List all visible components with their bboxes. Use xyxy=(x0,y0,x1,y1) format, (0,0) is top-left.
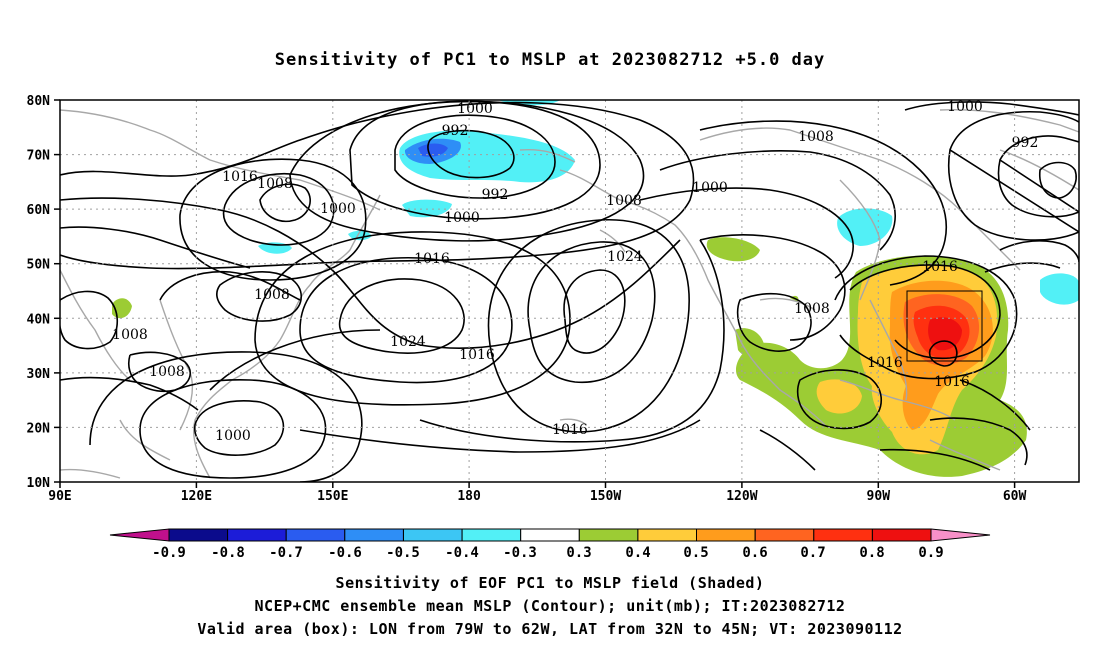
contour-label: 1008 xyxy=(257,176,293,192)
colorbar-label: -0.5 xyxy=(386,545,420,561)
contour-label: 1016 xyxy=(552,422,588,438)
contour-label: 1000 xyxy=(692,180,728,196)
colorbar-box xyxy=(227,528,287,542)
contour-label: 1000 xyxy=(444,210,480,226)
contour-label: 1024 xyxy=(390,334,426,350)
colorbar-label: 0.5 xyxy=(683,545,708,561)
contour-label: 1016 xyxy=(414,251,450,267)
colorbar-label: -0.4 xyxy=(445,545,479,561)
lat-tick-label: 40N xyxy=(27,312,51,327)
lon-tick-labels: 90E 120E 150E 180 150W 120W 90W 60W xyxy=(48,489,1026,504)
contour-label: 1016 xyxy=(934,374,970,390)
colorbar-box xyxy=(403,528,463,542)
colorbar-label: 0.9 xyxy=(918,545,943,561)
valid-area-box xyxy=(906,290,983,362)
colorbar-box xyxy=(168,528,229,542)
lat-tick-label: 20N xyxy=(27,421,51,436)
colorbar-label: -0.6 xyxy=(328,545,362,561)
grid-lines xyxy=(60,100,1079,482)
contour-label: 1008 xyxy=(798,129,834,145)
contour-label: 1008 xyxy=(149,364,185,380)
colorbar-label: -0.8 xyxy=(211,545,245,561)
colorbar-labels: -0.9 -0.8 -0.7 -0.6 -0.5 -0.4 -0.3 0.3 0… xyxy=(152,545,944,561)
lat-tick-label: 70N xyxy=(27,149,51,164)
contour-label: 1008 xyxy=(606,193,642,209)
caption-valid-area: Valid area (box): LON from 79W to 62W, L… xyxy=(197,620,903,638)
shade-positive-red-core xyxy=(928,317,962,351)
colorbar-label: 0.6 xyxy=(742,545,767,561)
colorbar-label: -0.7 xyxy=(269,545,303,561)
contour-label: 1016 xyxy=(222,169,258,185)
contour-label: 1000 xyxy=(947,99,983,115)
colorbar-box xyxy=(520,528,580,542)
lat-tick-label: 50N xyxy=(27,258,51,273)
lon-tick-label: 120E xyxy=(181,489,212,504)
figure-title: Sensitivity of PC1 to MSLP at 2023082712… xyxy=(274,50,826,70)
colorbar-box xyxy=(578,528,639,542)
shade-negative-canada xyxy=(837,208,893,246)
contour-label: 992 xyxy=(482,187,509,203)
colorbar-box xyxy=(696,528,756,542)
colorbar-label: 0.3 xyxy=(566,545,591,561)
colorbar-boxes xyxy=(168,528,932,542)
lon-tick-label: 150W xyxy=(590,489,621,504)
lon-tick-label: 120W xyxy=(726,489,757,504)
caption-contour: NCEP+CMC ensemble mean MSLP (Contour); u… xyxy=(254,597,846,615)
contour-label: 1008 xyxy=(794,301,830,317)
contour-label: 1024 xyxy=(607,249,643,265)
caption-shading: Sensitivity of EOF PC1 to MSLP field (Sh… xyxy=(335,574,765,592)
colorbar-label: 0.8 xyxy=(859,545,884,561)
contour-label: 1008 xyxy=(254,287,290,303)
colorbar-box xyxy=(637,528,698,542)
colorbar-label: 0.4 xyxy=(625,545,650,561)
colorbar-label: -0.3 xyxy=(503,545,537,561)
contour-label: 1000 xyxy=(215,428,251,444)
lon-tick-label: 60W xyxy=(1003,489,1027,504)
contour-label: 1000 xyxy=(457,101,493,117)
contour-label: 1008 xyxy=(112,327,148,343)
lat-tick-label: 30N xyxy=(27,367,51,382)
lat-tick-label: 80N xyxy=(27,94,51,109)
colorbar-box xyxy=(871,528,932,542)
colorbar-label: 0.7 xyxy=(800,545,825,561)
colorbar-high-end xyxy=(930,528,991,542)
shade-positive-orange2 xyxy=(816,379,862,414)
lon-tick-label: 180 xyxy=(457,489,481,504)
tick-marks xyxy=(54,99,1016,488)
lon-tick-label: 90E xyxy=(48,489,71,504)
colorbar-low-end xyxy=(109,528,170,542)
lat-tick-labels: 80N 70N 60N 50N 40N 30N 20N 10N xyxy=(27,94,51,491)
map-frame xyxy=(59,99,1080,483)
colorbar-label: -0.9 xyxy=(152,545,186,561)
lon-tick-label: 90W xyxy=(867,489,891,504)
contour-label: 1016 xyxy=(867,355,903,371)
colorbar-box xyxy=(461,528,522,542)
colorbar-box xyxy=(285,528,346,542)
contour-label: 1016 xyxy=(922,259,958,275)
contour-labels: 1000 992 1008 1016 1000 1008 1000 992 10… xyxy=(112,99,1038,444)
colorbar: -0.9 -0.8 -0.7 -0.6 -0.5 -0.4 -0.3 0.3 0… xyxy=(109,528,991,561)
lat-tick-label: 60N xyxy=(27,203,51,218)
colorbar-box xyxy=(813,528,873,542)
coastlines xyxy=(60,108,1079,479)
colorbar-box xyxy=(344,528,404,542)
mslp-contours xyxy=(60,100,1079,482)
colorbar-box xyxy=(754,528,815,542)
contour-label: 992 xyxy=(1012,135,1039,151)
shade-negative-core2 xyxy=(418,143,448,157)
shade-positive-green-west xyxy=(706,237,760,262)
lon-tick-label: 150E xyxy=(317,489,348,504)
shade-negative-atlantic xyxy=(1040,273,1079,305)
contour-label: 1016 xyxy=(459,347,495,363)
lat-tick-label: 10N xyxy=(27,476,51,491)
contour-label: 992 xyxy=(442,123,469,139)
